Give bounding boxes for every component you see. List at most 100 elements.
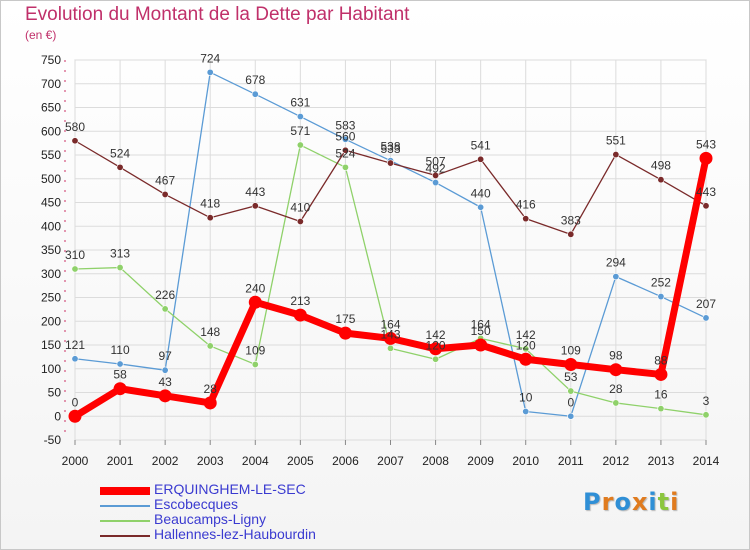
data-label: 492 [426,162,446,176]
data-point [116,163,124,171]
data-point [386,159,394,167]
data-label: 3 [703,394,710,408]
data-point [612,151,620,159]
data-label: 143 [380,327,400,341]
data-point [341,135,349,143]
data-label: 467 [155,173,175,187]
data-point [474,338,488,352]
data-point [702,202,710,210]
chart-subtitle: (en €) [25,28,57,42]
y-tick-label: 100 [41,362,61,376]
data-label: 252 [651,276,671,290]
data-label: 28 [609,382,623,396]
data-point [477,203,485,211]
y-tick-label: 450 [41,196,61,210]
data-label: 148 [200,325,220,339]
y-tick-label: 0 [54,409,61,423]
data-point [71,265,79,273]
data-label: 678 [245,73,265,87]
data-point [564,357,578,371]
data-label: 571 [290,124,310,138]
data-point [522,345,530,353]
legend-label: Escobecques [154,496,239,512]
data-point [384,331,397,345]
data-label: 533 [380,142,400,156]
x-axis: 2000 2001 2002 2003 2004 2005 2006 2007 2008 2009… [62,440,720,468]
data-label: 109 [245,343,265,357]
data-label: 213 [290,294,310,308]
legend-label: Beaucamps-Ligny [154,511,267,527]
y-tick-label: 750 [41,53,61,67]
data-label: 410 [290,201,310,215]
data-label: 524 [110,146,130,160]
data-label: 175 [335,312,355,326]
data-label: 583 [335,118,355,132]
data-label: 313 [110,247,130,261]
legend-swatch [100,487,150,495]
data-point [251,360,259,368]
data-label: 541 [471,138,491,152]
x-tick-label: 2010 [512,454,539,468]
y-tick-label: 500 [41,172,61,186]
series-group [68,68,713,423]
x-tick-label: 2006 [332,454,359,468]
data-point [203,396,217,410]
data-point [251,202,259,210]
data-label: 164 [471,317,491,331]
data-point [612,399,620,407]
y-tick-label: 600 [41,124,61,138]
data-label: 109 [561,343,581,357]
data-label: 498 [651,159,671,173]
data-label: 98 [609,349,623,363]
data-point [296,218,304,226]
data-label: 164 [380,317,400,331]
data-point [654,367,668,381]
data-label: 226 [155,288,175,302]
y-tick-label: -50 [44,433,62,447]
data-point [158,389,172,403]
x-tick-label: 2000 [62,454,89,468]
data-point [567,230,575,238]
data-point [161,305,169,313]
data-point [68,409,82,423]
data-label: 16 [654,388,668,402]
y-tick-label: 400 [41,219,61,233]
data-label: 58 [113,368,127,382]
proxiti-logo: Proxiti [583,488,680,516]
y-tick-label: 150 [41,338,61,352]
data-point [432,355,440,363]
data-point [477,155,485,163]
data-label: 310 [65,248,85,262]
data-point [657,293,665,301]
data-label: 724 [200,51,220,65]
x-tick-label: 2013 [648,454,675,468]
data-point [429,342,443,356]
data-label: 0 [567,395,574,409]
data-label: 28 [204,382,218,396]
data-point [702,314,710,322]
data-label: 416 [516,198,536,212]
data-label: 383 [561,213,581,227]
data-label: 631 [290,96,310,110]
data-label: 10 [519,391,533,405]
x-tick-label: 2012 [603,454,630,468]
data-label: 440 [471,186,491,200]
data-label: 443 [696,185,716,199]
legend-swatch [100,535,150,537]
data-label: 443 [245,185,265,199]
data-point [432,179,440,187]
data-label: 120 [516,338,536,352]
data-point [248,295,262,309]
x-tick-label: 2009 [467,454,494,468]
data-point [161,366,169,374]
data-label: 418 [200,197,220,211]
data-label: 207 [696,297,716,311]
data-point [206,214,214,222]
legend-label: Hallennes-lez-Haubourdin [154,526,316,542]
data-label: 120 [426,338,446,352]
data-point [567,387,575,395]
data-label: 560 [335,129,355,143]
data-label: 53 [564,370,578,384]
